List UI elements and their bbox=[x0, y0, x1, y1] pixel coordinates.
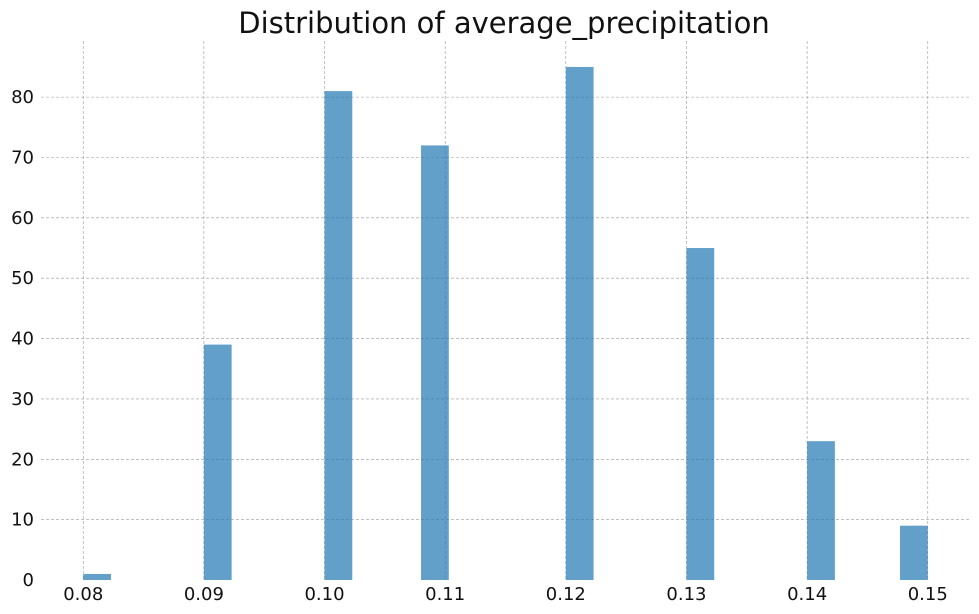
histogram-bar bbox=[565, 66, 594, 580]
histogram-bar bbox=[421, 145, 449, 581]
histogram-bar bbox=[324, 91, 353, 581]
y-tick-label: 50 bbox=[11, 268, 34, 289]
x-tick-label: 0.13 bbox=[666, 584, 706, 605]
y-tick-label: 0 bbox=[23, 570, 34, 591]
bars bbox=[83, 66, 928, 581]
x-tick-label: 0.08 bbox=[63, 584, 103, 605]
histogram-bar bbox=[203, 344, 232, 580]
x-tick-label: 0.09 bbox=[184, 584, 224, 605]
y-tick-label: 40 bbox=[11, 329, 34, 350]
x-tick-label: 0.11 bbox=[425, 584, 465, 605]
x-tick-label: 0.15 bbox=[908, 584, 948, 605]
y-tick-label: 80 bbox=[11, 87, 34, 108]
x-axis-tick-labels: 0.08 0.09 0.10 0.11 0.12 0.13 0.14 0.15 bbox=[63, 584, 948, 605]
y-tick-label: 30 bbox=[11, 389, 34, 410]
y-tick-label: 60 bbox=[11, 208, 34, 229]
y-tick-label: 20 bbox=[11, 449, 34, 470]
x-tick-label: 0.12 bbox=[546, 584, 586, 605]
histogram-bar bbox=[807, 441, 835, 580]
y-axis-tick-labels: 0 10 20 30 40 50 60 70 80 bbox=[11, 87, 34, 591]
histogram-bar bbox=[686, 248, 715, 580]
x-tick-label: 0.14 bbox=[787, 584, 827, 605]
x-tick-label: 0.10 bbox=[304, 584, 344, 605]
y-tick-label: 70 bbox=[11, 147, 34, 168]
chart-title: Distribution of average_precipitation bbox=[238, 6, 770, 40]
histogram-bar bbox=[900, 525, 928, 580]
y-tick-label: 10 bbox=[11, 510, 34, 531]
histogram-bar bbox=[83, 573, 111, 580]
